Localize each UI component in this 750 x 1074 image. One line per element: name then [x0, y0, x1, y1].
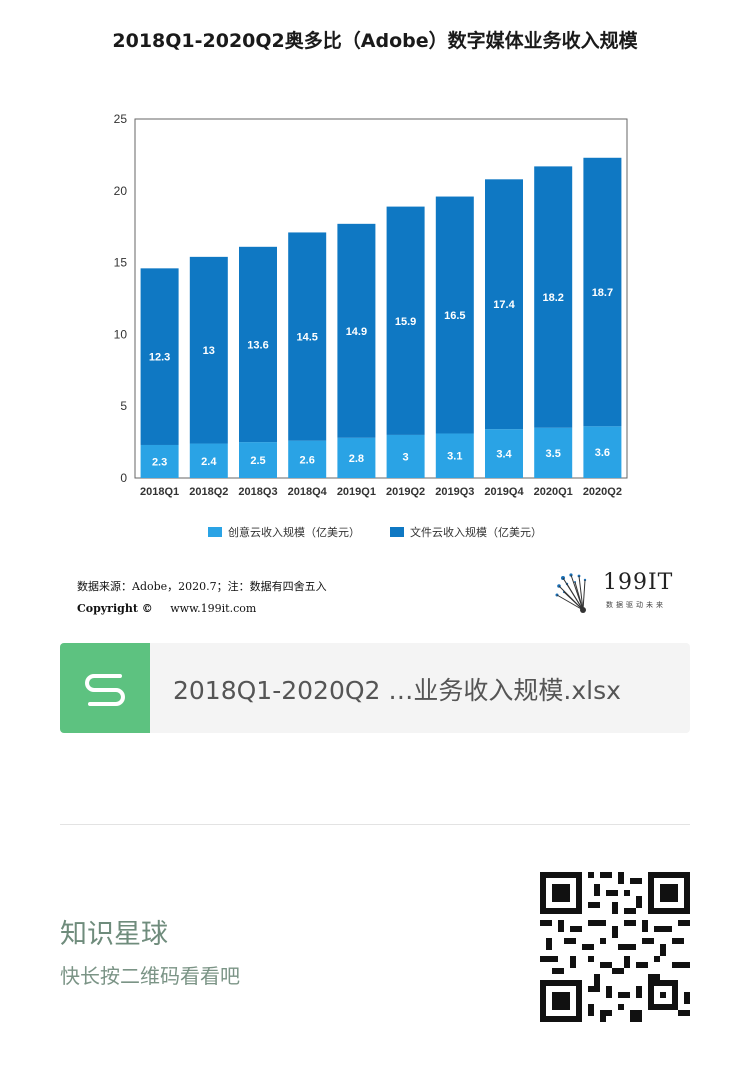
legend-item-creative-cloud: 创意云收入规模（亿美元） — [208, 524, 360, 540]
bar-document-cloud — [435, 196, 474, 434]
bar-creative-cloud — [435, 433, 474, 478]
y-tick-label: 5 — [120, 399, 127, 413]
x-tick-label: 2020Q1 — [534, 486, 573, 498]
bar-creative-cloud — [337, 437, 376, 478]
legend-item-document-cloud: 文件云收入规模（亿美元） — [390, 524, 542, 540]
x-tick-label: 2019Q1 — [337, 486, 376, 498]
bar-creative-cloud — [189, 443, 228, 478]
qr-code-icon[interactable] — [540, 872, 690, 1022]
bar-document-cloud — [239, 246, 277, 443]
bar-creative-cloud — [583, 426, 622, 478]
plot-frame — [134, 118, 628, 479]
divider — [60, 824, 690, 825]
bar-document-cloud — [485, 179, 523, 430]
footer-title: 知识星球 — [60, 919, 168, 950]
bar-creative-cloud — [288, 440, 327, 478]
data-label: 18.7 — [592, 287, 613, 299]
bar-creative-cloud — [485, 429, 523, 478]
data-label: 3.6 — [595, 447, 610, 459]
data-label: 3.5 — [546, 448, 561, 460]
data-label: 18.2 — [542, 292, 563, 304]
data-label: 3 — [403, 451, 409, 463]
x-tick-label: 2018Q2 — [189, 486, 228, 498]
data-label: 16.5 — [444, 310, 465, 322]
data-label: 15.9 — [395, 316, 416, 328]
x-tick-label: 2020Q2 — [583, 486, 622, 498]
s-logo-icon — [60, 643, 150, 733]
199it-logo: 199IT 数据驱动未来 — [553, 570, 683, 616]
file-attachment-card[interactable]: 2018Q1-2020Q2 …业务收入规模.xlsx — [60, 643, 690, 733]
data-label: 14.5 — [296, 332, 317, 344]
data-label: 17.4 — [493, 299, 515, 311]
data-label: 2.5 — [250, 455, 265, 467]
bar-document-cloud — [189, 256, 228, 444]
data-label: 2.8 — [349, 453, 364, 465]
y-tick-label: 10 — [114, 327, 128, 341]
y-tick-label: 25 — [114, 112, 128, 126]
stacked-bar-chart: 0 5 10 15 20 25 2.3 12.3 2018Q1 2.4 13 2018Q2 2.5 13.… — [114, 112, 628, 498]
bar-creative-cloud — [534, 427, 573, 478]
source-url: www.199it.com — [170, 602, 257, 615]
bar-creative-cloud — [140, 444, 179, 478]
bar-document-cloud — [583, 157, 622, 427]
copyright-label: Copyright © — [77, 602, 153, 615]
x-tick-label: 2019Q2 — [386, 486, 425, 498]
x-tick-label: 2019Q3 — [435, 486, 474, 498]
chart-title: 2018Q1-2020Q2奥多比（Adobe）数字媒体业务收入规模 — [112, 30, 638, 52]
legend-swatch-creative-cloud — [208, 527, 222, 537]
bar-document-cloud — [534, 166, 573, 428]
legend-label-document-cloud: 文件云收入规模（亿美元） — [410, 526, 542, 539]
bar-document-cloud — [140, 268, 179, 445]
chart-legend: 创意云收入规模（亿美元） 文件云收入规模（亿美元） — [0, 524, 750, 540]
source-line: 数据来源：Adobe，2020.7；注：数据有四舍五入 — [77, 580, 327, 593]
data-label: 13.6 — [247, 339, 268, 351]
source-note: 数据来源：Adobe，2020.7；注：数据有四舍五入 Copyright © … — [77, 576, 327, 620]
y-tick-label: 20 — [114, 184, 128, 198]
data-label: 2.6 — [300, 454, 315, 466]
legend-swatch-document-cloud — [390, 527, 404, 537]
data-label: 14.9 — [346, 326, 367, 338]
legend-label-creative-cloud: 创意云收入规模（亿美元） — [228, 526, 360, 539]
data-label: 3.1 — [447, 451, 462, 463]
data-label: 2.4 — [201, 456, 217, 468]
logo-tagline: 数据驱动未来 — [606, 601, 666, 609]
y-tick-label: 15 — [114, 256, 128, 270]
logo-text: 199IT — [603, 570, 674, 595]
bar-creative-cloud — [386, 434, 425, 478]
y-tick-label: 0 — [120, 471, 127, 485]
bar-document-cloud — [288, 232, 327, 441]
copyright-line: Copyright © www.199it.com — [77, 598, 327, 620]
x-tick-label: 2018Q3 — [238, 486, 277, 498]
footer-subtitle: 快长按二维码看看吧 — [60, 964, 240, 988]
x-tick-label: 2018Q1 — [140, 486, 179, 498]
bar-document-cloud — [386, 206, 425, 435]
bar-creative-cloud — [239, 442, 277, 478]
data-label: 3.4 — [496, 449, 512, 461]
data-label: 2.3 — [152, 456, 167, 468]
x-tick-label: 2019Q4 — [484, 486, 524, 498]
x-tick-label: 2018Q4 — [288, 486, 328, 498]
file-name: 2018Q1-2020Q2 …业务收入规模.xlsx — [173, 676, 621, 705]
data-label: 12.3 — [149, 352, 170, 364]
bar-document-cloud — [337, 223, 376, 438]
data-label: 13 — [203, 345, 215, 357]
dandelion-icon — [555, 573, 587, 613]
